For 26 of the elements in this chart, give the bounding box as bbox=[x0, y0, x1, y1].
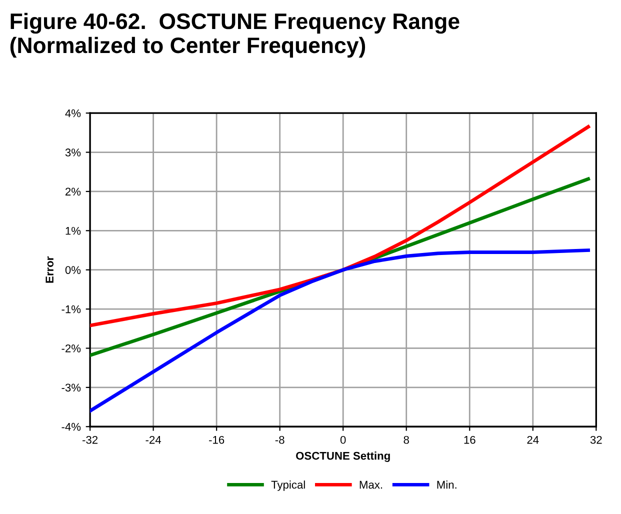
x-tick-label: 24 bbox=[527, 436, 539, 444]
x-tick-label: -32 bbox=[82, 436, 98, 444]
y-tick-label: 4% bbox=[65, 109, 81, 118]
y-tick-label: 3% bbox=[65, 148, 81, 156]
y-axis-title: Error bbox=[46, 256, 54, 283]
x-tick-label: 0 bbox=[340, 436, 346, 444]
x-tick-label: -8 bbox=[275, 436, 284, 444]
x-tick-label: -24 bbox=[146, 436, 162, 444]
x-tick-label: -16 bbox=[209, 436, 224, 444]
y-tick-label: 1% bbox=[66, 226, 81, 235]
x-tick-label: 32 bbox=[590, 436, 602, 444]
x-axis-title: OSCTUNE Setting bbox=[296, 452, 390, 462]
legend-label: Typical bbox=[271, 480, 305, 491]
y-tick-label: -2% bbox=[62, 344, 81, 352]
y-tick-label: -3% bbox=[62, 384, 81, 392]
legend-label: Max. bbox=[360, 480, 382, 489]
x-tick-label: 16 bbox=[464, 436, 476, 444]
x-tick-label: 8 bbox=[404, 436, 409, 444]
line-series bbox=[90, 125, 590, 328]
line-series bbox=[90, 248, 590, 413]
legend-label: Min. bbox=[437, 480, 456, 489]
chart-title: Figure 40-62. OSCTUNE Frequency Range (Normalized to Center Frequency) bbox=[10, 12, 460, 58]
y-tick-label: -1% bbox=[62, 305, 81, 314]
y-tick-label: 2% bbox=[66, 188, 81, 196]
y-tick-label: 0% bbox=[65, 266, 81, 274]
y-tick-label: -4% bbox=[62, 422, 81, 431]
